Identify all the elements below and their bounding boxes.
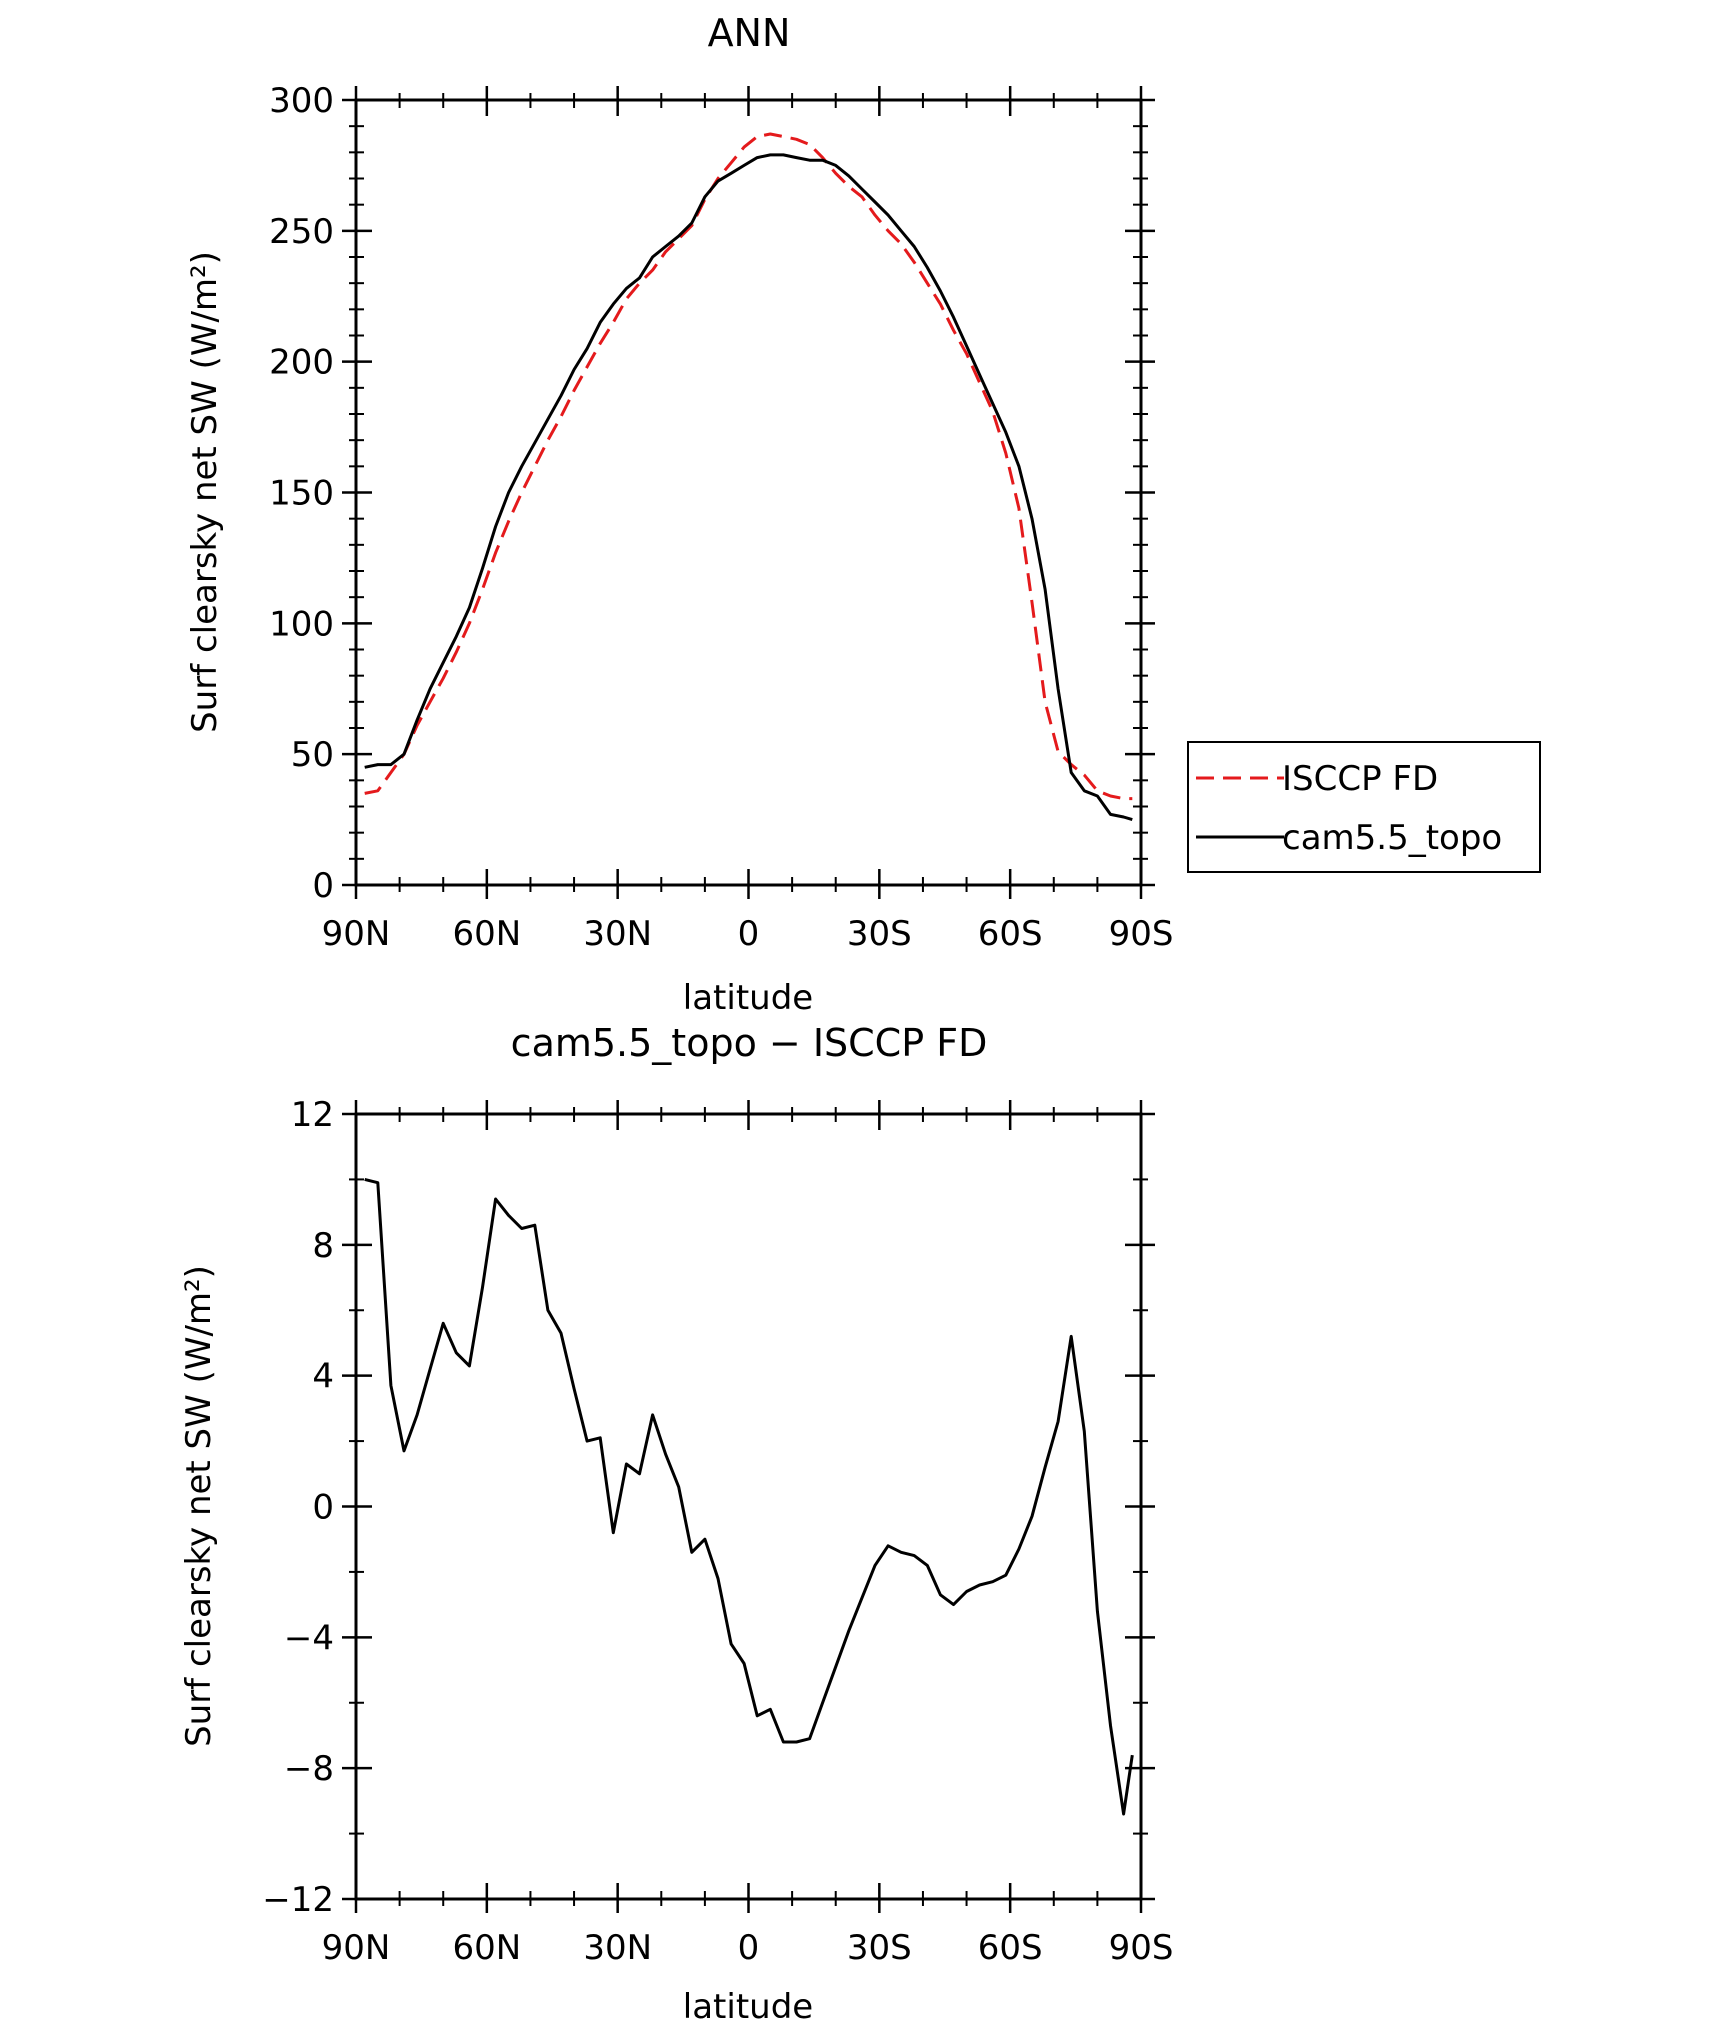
top-x-tick-label: 0 [738,914,760,954]
bottom-chart-frame [354,1112,1143,1901]
top-chart-ticks [342,86,1155,899]
top-y-tick-label: 0 [312,866,334,906]
top-x-tick-label: 60S [978,914,1043,954]
top-chart: ANN 90N 60N 30N 0 30S 60S 90S 0 50 100 150 200 250 3… [185,11,1541,1018]
bottom-chart-title: cam5.5_topo − ISCCP FD [511,1021,988,1065]
bottom-chart-y-tick-labels: 12 8 4 0 −4 −8 −12 [262,1095,334,1920]
legend-label-cam55-topo: cam5.5_topo [1282,818,1502,858]
top-y-tick-label: 150 [269,474,334,514]
bottom-x-tick-label: 30N [583,1928,652,1968]
legend: ISCCP FD cam5.5_topo [1187,741,1541,873]
legend-label-isccp-fd: ISCCP FD [1282,759,1438,799]
bottom-chart-x-axis-label: latitude [683,1987,813,2021]
top-y-tick-label: 100 [269,604,334,644]
top-y-tick-label: 250 [269,212,334,252]
top-x-tick-label: 30N [583,914,652,954]
top-chart-frame [354,98,1143,887]
bottom-chart: cam5.5_topo − ISCCP FD 90N 60N 30N 0 30S 60S 9… [179,1021,1173,2021]
bottom-y-tick-label: −8 [284,1749,334,1789]
bottom-y-tick-label: 8 [312,1226,334,1266]
bottom-chart-series [364,1177,1134,1816]
bottom-y-tick-label: 12 [291,1095,334,1135]
bottom-x-tick-label: 60S [978,1928,1043,1968]
bottom-x-tick-label: 30S [847,1928,912,1968]
bottom-series-line-0 [364,1177,1134,1816]
bottom-x-tick-label: 90S [1109,1928,1174,1968]
top-y-tick-label: 50 [291,735,334,775]
bottom-y-tick-label: −12 [262,1880,334,1920]
top-chart-y-axis-label: Surf clearsky net SW (W/m²) [185,251,225,733]
top-x-tick-label: 90N [322,914,391,954]
bottom-chart-ticks [342,1100,1155,1913]
top-y-tick-label: 300 [269,81,334,121]
top-chart-series [364,132,1133,822]
bottom-chart-y-axis-label: Surf clearsky net SW (W/m²) [179,1265,219,1747]
top-chart-x-axis-label: latitude [683,978,813,1018]
top-chart-title: ANN [708,11,791,55]
bottom-y-tick-label: −4 [284,1618,334,1658]
bottom-y-tick-label: 0 [312,1488,334,1528]
top-x-tick-label: 90S [1109,914,1174,954]
bottom-x-tick-label: 90N [322,1928,391,1968]
top-chart-y-tick-labels: 0 50 100 150 200 250 300 [269,81,334,906]
bottom-chart-x-tick-labels: 90N 60N 30N 0 30S 60S 90S [322,1928,1174,1968]
top-series-line-0 [364,132,1133,801]
top-x-tick-label: 60N [452,914,521,954]
top-chart-x-tick-labels: 90N 60N 30N 0 30S 60S 90S [322,914,1174,954]
legend-box [1187,741,1541,873]
top-series-line-1 [364,153,1133,822]
top-x-tick-label: 30S [847,914,912,954]
bottom-x-tick-label: 0 [738,1928,760,1968]
top-y-tick-label: 200 [269,343,334,383]
bottom-y-tick-label: 4 [312,1357,334,1397]
bottom-x-tick-label: 60N [452,1928,521,1968]
